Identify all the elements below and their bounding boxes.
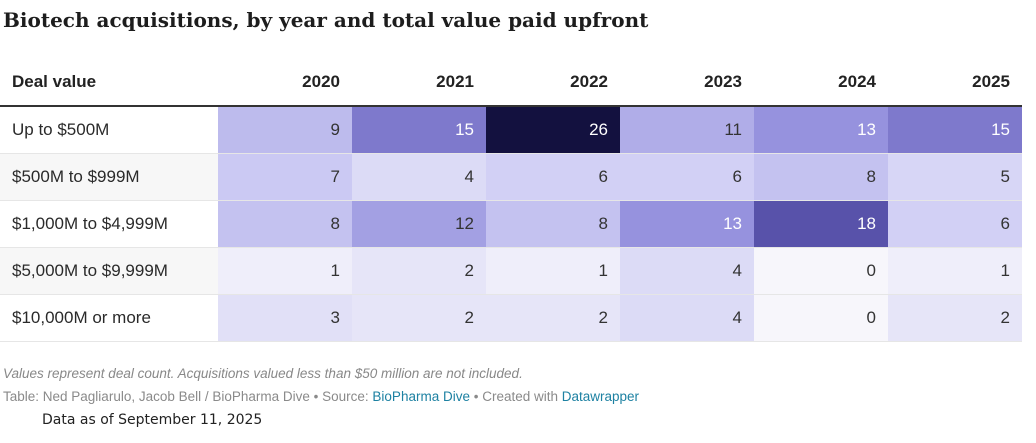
heatmap-cell: 4 bbox=[620, 247, 754, 295]
heatmap-cell: 4 bbox=[620, 294, 754, 342]
heatmap-cell: 2 bbox=[352, 294, 486, 342]
chart-title: Biotech acquisitions, by year and total … bbox=[3, 8, 649, 32]
heatmap-cell: 5 bbox=[888, 153, 1022, 201]
credit-line: Table: Ned Pagliarulo, Jacob Bell / BioP… bbox=[3, 389, 639, 404]
row-label: $10,000M or more bbox=[0, 294, 218, 342]
column-header: 2022 bbox=[486, 58, 620, 107]
column-header: 2024 bbox=[754, 58, 888, 107]
heatmap-cell: 8 bbox=[218, 200, 352, 248]
heatmap-cell: 8 bbox=[486, 200, 620, 248]
column-header: 2025 bbox=[888, 58, 1022, 107]
heatmap-cell: 7 bbox=[218, 153, 352, 201]
column-header: 2023 bbox=[620, 58, 754, 107]
heatmap-cell: 4 bbox=[352, 153, 486, 201]
row-label: $5,000M to $9,999M bbox=[0, 247, 218, 295]
heatmap-cell: 6 bbox=[486, 153, 620, 201]
row-header: Deal value bbox=[0, 58, 218, 107]
row-label: Up to $500M bbox=[0, 106, 218, 154]
credit-middle: • Created with bbox=[469, 389, 562, 404]
heatmap-cell: 6 bbox=[888, 200, 1022, 248]
data-as-of: Data as of September 11, 2025 bbox=[42, 412, 263, 428]
heatmap-cell: 15 bbox=[352, 106, 486, 154]
heatmap-cell: 3 bbox=[218, 294, 352, 342]
table-row: $1,000M to $4,999M 8 12 8 13 18 6 bbox=[0, 200, 1022, 248]
heatmap-cell: 0 bbox=[754, 294, 888, 342]
heatmap-cell: 12 bbox=[352, 200, 486, 248]
table-row: $10,000M or more 3 2 2 4 0 2 bbox=[0, 294, 1022, 342]
row-label: $500M to $999M bbox=[0, 153, 218, 201]
heatmap-cell: 9 bbox=[218, 106, 352, 154]
heatmap-table: Deal value 2020 2021 2022 2023 2024 2025… bbox=[0, 58, 1022, 342]
table-row: Up to $500M 9 15 26 11 13 15 bbox=[0, 106, 1022, 154]
header-row: Deal value 2020 2021 2022 2023 2024 2025 bbox=[0, 58, 1022, 107]
heatmap-cell: 1 bbox=[888, 247, 1022, 295]
heatmap-cell: 2 bbox=[352, 247, 486, 295]
source-link[interactable]: BioPharma Dive bbox=[372, 389, 470, 404]
heatmap-cell: 13 bbox=[620, 200, 754, 248]
heatmap-cell: 15 bbox=[888, 106, 1022, 154]
heatmap-cell: 26 bbox=[486, 106, 620, 154]
credit-prefix: Table: Ned Pagliarulo, Jacob Bell / BioP… bbox=[3, 389, 373, 404]
heatmap-cell: 18 bbox=[754, 200, 888, 248]
table-row: $5,000M to $9,999M 1 2 1 4 0 1 bbox=[0, 247, 1022, 295]
heatmap-cell: 6 bbox=[620, 153, 754, 201]
heatmap-cell: 13 bbox=[754, 106, 888, 154]
chart-notes: Values represent deal count. Acquisition… bbox=[3, 366, 523, 381]
heatmap-cell: 1 bbox=[486, 247, 620, 295]
heatmap-cell: 11 bbox=[620, 106, 754, 154]
heatmap-cell: 8 bbox=[754, 153, 888, 201]
column-header: 2021 bbox=[352, 58, 486, 107]
table-row: $500M to $999M 7 4 6 6 8 5 bbox=[0, 153, 1022, 201]
heatmap-cell: 2 bbox=[888, 294, 1022, 342]
heatmap-cell: 1 bbox=[218, 247, 352, 295]
heatmap-cell: 2 bbox=[486, 294, 620, 342]
heatmap-cell: 0 bbox=[754, 247, 888, 295]
row-label: $1,000M to $4,999M bbox=[0, 200, 218, 248]
column-header: 2020 bbox=[218, 58, 352, 107]
datawrapper-link[interactable]: Datawrapper bbox=[561, 389, 640, 404]
